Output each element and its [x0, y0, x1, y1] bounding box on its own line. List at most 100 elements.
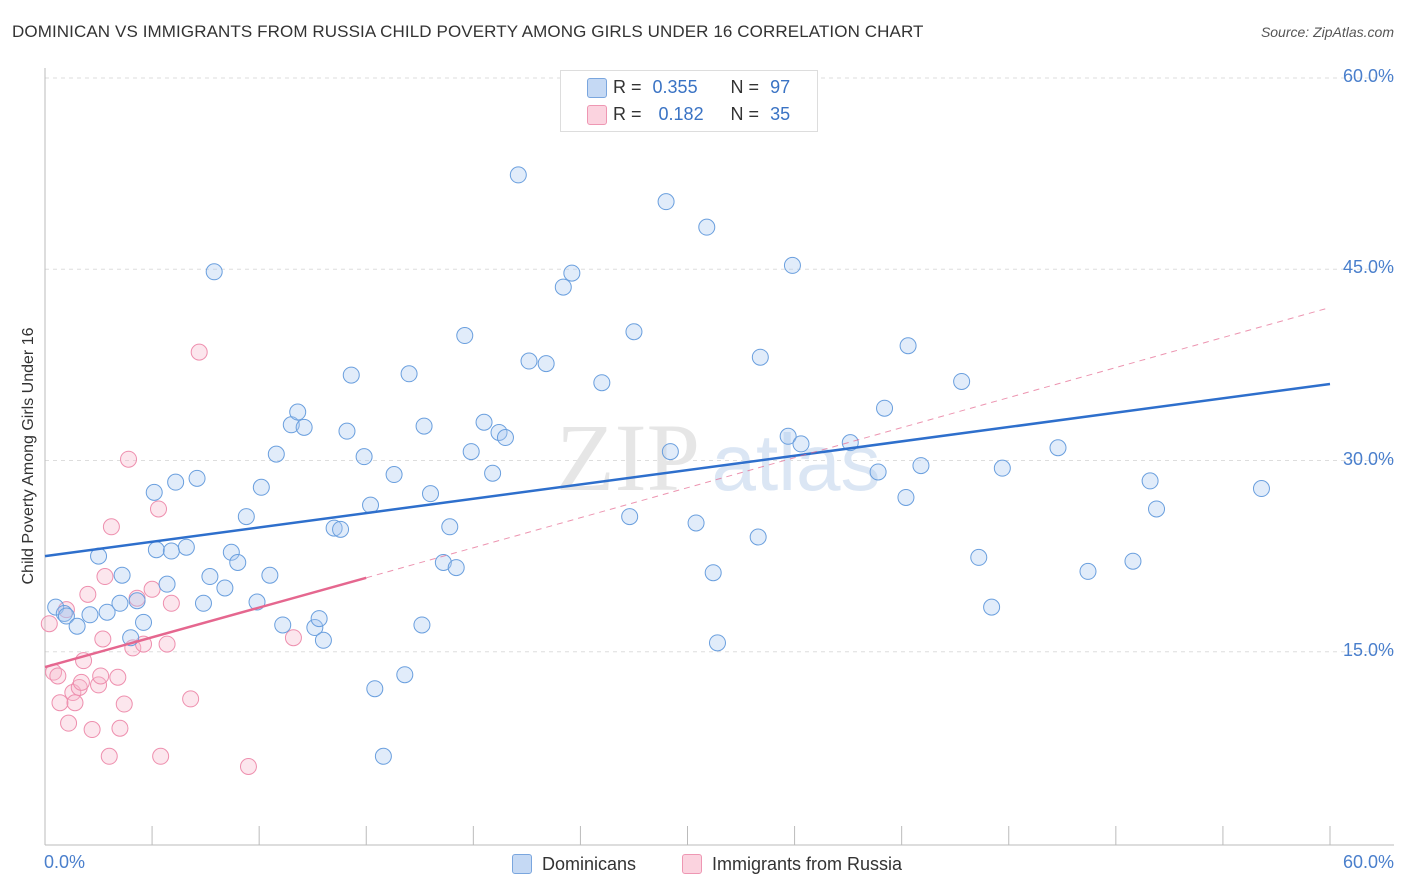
data-point-dominican [188, 469, 206, 487]
data-point-dominican [698, 218, 716, 236]
source-label: Source: ZipAtlas.com [1260, 24, 1394, 40]
data-point-dominican [783, 256, 801, 274]
data-point-russia [120, 450, 138, 468]
legend-n-value: 35 [770, 103, 791, 124]
data-point-dominican [520, 352, 538, 370]
data-point-dominican [81, 606, 99, 624]
data-point-dominican [779, 427, 797, 445]
bottom-legend-label: Dominicans [542, 853, 637, 874]
data-points [40, 166, 1270, 775]
data-point-russia [94, 630, 112, 648]
data-point-dominican [751, 348, 769, 366]
data-point-russia [190, 343, 208, 361]
data-point-dominican [310, 610, 328, 628]
data-point-dominican [128, 592, 146, 610]
legend-row-russia: R = 0.182 N = 35 [587, 102, 791, 126]
data-point-dominican [1252, 480, 1270, 498]
data-point-dominican [177, 538, 195, 556]
data-point-dominican [332, 520, 350, 538]
bottom-legend-dominicans[interactable]: Dominicans [512, 852, 636, 876]
data-point-dominican [537, 355, 555, 373]
data-point-dominican [415, 417, 433, 435]
legend-r-value: 0.355 [652, 76, 698, 97]
data-point-russia [40, 615, 58, 633]
data-point-dominican [899, 337, 917, 355]
data-point-dominican [366, 680, 384, 698]
data-point-dominican [993, 459, 1011, 477]
data-point-dominican [158, 575, 176, 593]
data-point-dominican [222, 543, 240, 561]
trend-line-dominicans [44, 382, 1331, 558]
chart-title: DOMINICAN VS IMMIGRANTS FROM RUSSIA CHIL… [12, 22, 924, 41]
data-point-dominican [484, 464, 502, 482]
data-point-dominican [338, 422, 356, 440]
data-point-dominican [422, 485, 439, 503]
data-point-dominican [55, 605, 73, 622]
data-point-russia [143, 580, 161, 598]
trend-line-russia-extension [366, 307, 1331, 579]
legend-row-dominicans: R = 0.355 N = 97 [587, 75, 791, 99]
data-point-russia [111, 719, 129, 737]
data-point-dominican [135, 613, 153, 631]
data-point-dominican [229, 554, 247, 571]
data-point-russia [66, 694, 84, 712]
data-point-dominican [111, 594, 129, 612]
data-point-russia [92, 667, 110, 685]
data-point-dominican [355, 448, 373, 466]
data-point-dominican [342, 366, 360, 384]
bottom-legend-russia[interactable]: Immigrants from Russia [682, 852, 902, 876]
data-point-dominican [261, 566, 279, 584]
data-point-dominican [274, 616, 292, 634]
legend-n-label: N = [730, 103, 760, 124]
data-point-dominican [625, 323, 643, 341]
y-tick-label: 30.0% [1342, 448, 1394, 469]
data-point-dominican [749, 528, 767, 546]
data-point-dominican [147, 541, 165, 559]
data-point-russia [83, 721, 101, 739]
data-point-dominican [554, 278, 572, 296]
data-point-dominican [869, 463, 887, 481]
data-point-russia [115, 695, 133, 713]
data-point-dominican [252, 478, 270, 496]
data-point-dominican [385, 466, 403, 484]
data-point-russia [239, 758, 257, 775]
data-point-dominican [162, 542, 180, 560]
data-point-dominican [1079, 562, 1097, 580]
legend-swatch-pink [587, 105, 607, 125]
data-point-russia [152, 747, 170, 765]
data-point-dominican [145, 483, 163, 501]
data-point-dominican [704, 564, 722, 582]
data-point-dominican [496, 429, 514, 447]
data-point-dominican [1141, 472, 1159, 490]
legend-r-label: R = [613, 103, 642, 124]
data-point-dominican [447, 559, 465, 577]
data-point-russia [150, 500, 168, 518]
data-point-dominican [306, 619, 324, 637]
data-point-dominican [413, 616, 431, 634]
data-point-russia [109, 668, 127, 686]
data-point-dominican [167, 473, 185, 491]
watermark: ZIP atlas [556, 404, 880, 511]
trend-line-russia [44, 576, 367, 669]
y-tick-label: 15.0% [1342, 639, 1394, 660]
data-point-dominican [563, 264, 581, 282]
data-point-russia [100, 747, 118, 765]
data-point-dominican [201, 568, 219, 586]
data-point-dominican [295, 418, 313, 436]
data-point-dominican [912, 457, 930, 475]
data-point-russia [72, 673, 90, 691]
data-point-dominican [1124, 552, 1142, 570]
data-point-dominican [897, 488, 915, 506]
legend-n-value: 97 [770, 76, 791, 97]
data-point-russia [102, 518, 120, 536]
data-point-dominican [593, 374, 611, 392]
data-point-dominican [314, 631, 332, 649]
bottom-legend-label: Immigrants from Russia [712, 853, 903, 874]
data-point-dominican [792, 435, 810, 453]
data-point-dominican [325, 519, 343, 537]
data-point-russia [60, 714, 78, 732]
data-point-dominican [400, 365, 418, 383]
data-point-dominican [462, 443, 480, 461]
data-point-dominican [205, 263, 223, 281]
data-point-dominican [708, 634, 726, 652]
